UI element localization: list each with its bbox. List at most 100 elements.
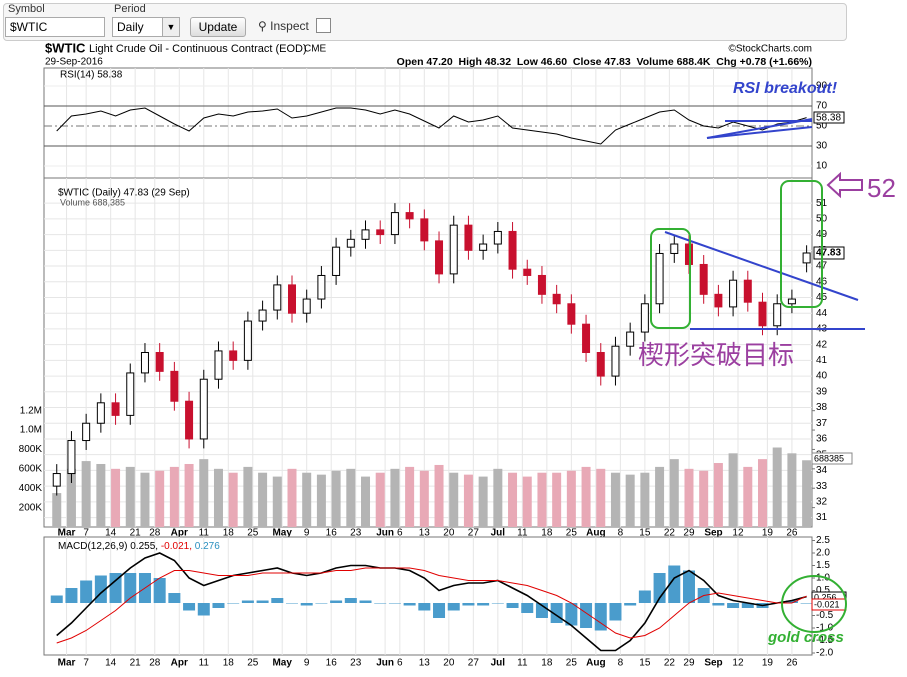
period-value: Daily xyxy=(117,20,144,34)
highlight-box xyxy=(780,180,823,308)
x-tick-label: 29 xyxy=(683,528,695,539)
candle-body xyxy=(714,293,723,308)
macd-legend-part: MACD(12,26,9) 0.255, xyxy=(58,541,158,552)
x-tick-label: Jul xyxy=(491,528,506,539)
inspect-toggle[interactable]: ⚲ Inspect xyxy=(258,19,309,33)
highlight-circle xyxy=(781,575,847,633)
x-tick-label: 7 xyxy=(83,658,89,669)
value-box xyxy=(811,452,853,465)
volume-bar xyxy=(199,459,209,527)
macd-histogram-bar xyxy=(241,600,254,603)
candle-body xyxy=(185,400,194,440)
macd-histogram-bar xyxy=(727,603,740,608)
x-tick-label: 11 xyxy=(517,528,528,539)
volume-bar xyxy=(757,459,767,527)
volume-bar xyxy=(316,474,326,527)
candle-body xyxy=(273,284,282,311)
macd-histogram-bar xyxy=(653,573,666,603)
macd-legend-part: -0.021, xyxy=(161,541,192,552)
x-tick-label: Mar xyxy=(58,528,76,539)
macd-histogram-bar xyxy=(624,603,637,606)
candle-body xyxy=(684,243,693,265)
x-tick-label: Aug xyxy=(586,528,605,539)
candle-body xyxy=(67,440,76,475)
macd-legend-part: 0.276 xyxy=(195,541,220,552)
period-select[interactable]: Daily ▼ xyxy=(112,17,180,37)
volume-bar xyxy=(140,472,150,527)
volume-bar xyxy=(390,468,400,527)
volume-bar xyxy=(625,474,635,527)
volume-bar xyxy=(302,472,312,527)
candle-body xyxy=(758,301,767,327)
volume-bar xyxy=(699,470,709,527)
inspect-label: Inspect xyxy=(270,19,309,33)
macd-histogram-bar xyxy=(521,603,534,613)
macd-legend: MACD(12,26,9) 0.255, -0.021, 0.276 xyxy=(58,541,220,552)
price-legend: $WTIC (Daily) 47.83 (29 Sep) xyxy=(58,188,190,199)
volume-bar xyxy=(287,468,297,527)
macd-value-box: 0.256 xyxy=(814,592,837,602)
volume-bar xyxy=(478,476,488,527)
candle-body xyxy=(626,331,635,347)
marks xyxy=(50,107,813,652)
y-tick-label: 800K xyxy=(19,444,43,455)
rsi-value-box: 58.38 xyxy=(816,113,841,124)
x-tick-label: 27 xyxy=(468,658,480,669)
y-tick-label: 200K xyxy=(19,502,43,513)
candle-body xyxy=(170,370,179,402)
rsi-note: RSI breakout! xyxy=(733,80,838,97)
inspect-checkbox[interactable] xyxy=(316,18,331,33)
candle-body xyxy=(640,303,649,333)
symbol-label: Symbol xyxy=(8,3,45,15)
candle-body xyxy=(508,230,517,270)
volume-bar xyxy=(258,472,268,527)
candle-body xyxy=(449,224,458,275)
header-symbol: $WTIC xyxy=(45,40,86,55)
candle-body xyxy=(140,352,149,374)
volume-bar xyxy=(66,468,76,527)
x-tick-label: 7 xyxy=(83,528,89,539)
x-tick-label: 19 xyxy=(762,658,774,669)
x-tick-label: 11 xyxy=(199,528,210,539)
volume-bar xyxy=(125,466,135,527)
candle-body xyxy=(743,279,752,303)
price-value-box: 47.83 xyxy=(816,248,841,259)
volume-bar xyxy=(772,447,782,527)
candle-body xyxy=(596,352,605,377)
x-tick-label: Jul xyxy=(491,658,506,669)
volume-bar xyxy=(184,463,194,527)
macd-histogram-bar xyxy=(462,603,475,606)
symbol-input[interactable]: $WTIC xyxy=(5,17,105,37)
volume-bar xyxy=(361,476,371,527)
x-tick-label: 25 xyxy=(566,528,578,539)
volume-bar xyxy=(213,468,223,527)
candle-body xyxy=(405,212,414,220)
y-tick-label: 44 xyxy=(816,308,828,319)
candle-body xyxy=(199,378,208,440)
candle-body xyxy=(729,279,738,308)
macd-histogram-bar xyxy=(315,603,328,604)
y-tick-label: -1.0 xyxy=(816,623,834,634)
x-tick-label: May xyxy=(272,658,292,669)
x-tick-label: 8 xyxy=(618,658,624,669)
trendline xyxy=(706,126,813,139)
overlay: RSI(14) 58.38 $WTIC (Daily) 47.83 (29 Se… xyxy=(58,70,896,646)
highlight-box xyxy=(650,228,691,329)
volume-bar xyxy=(449,472,459,527)
volume-bar xyxy=(331,470,341,527)
x-tick-label: 23 xyxy=(350,658,362,669)
rsi-legend: RSI(14) 58.38 xyxy=(60,70,123,81)
volume-value-box: 688385 xyxy=(814,453,844,463)
macd-histogram-bar xyxy=(300,603,313,606)
x-tick-label: 18 xyxy=(223,528,235,539)
candle-body xyxy=(243,320,252,361)
candle-body xyxy=(214,350,223,380)
candle-body xyxy=(317,274,326,300)
x-tick-label: 18 xyxy=(541,658,553,669)
update-button[interactable]: Update xyxy=(190,17,246,37)
macd-histogram-bar xyxy=(359,600,372,603)
y-tick-label: 90 xyxy=(816,81,828,92)
y-tick-label: 33 xyxy=(816,481,828,492)
macd-histogram-bar xyxy=(153,578,166,603)
x-tick-label: 19 xyxy=(762,528,774,539)
